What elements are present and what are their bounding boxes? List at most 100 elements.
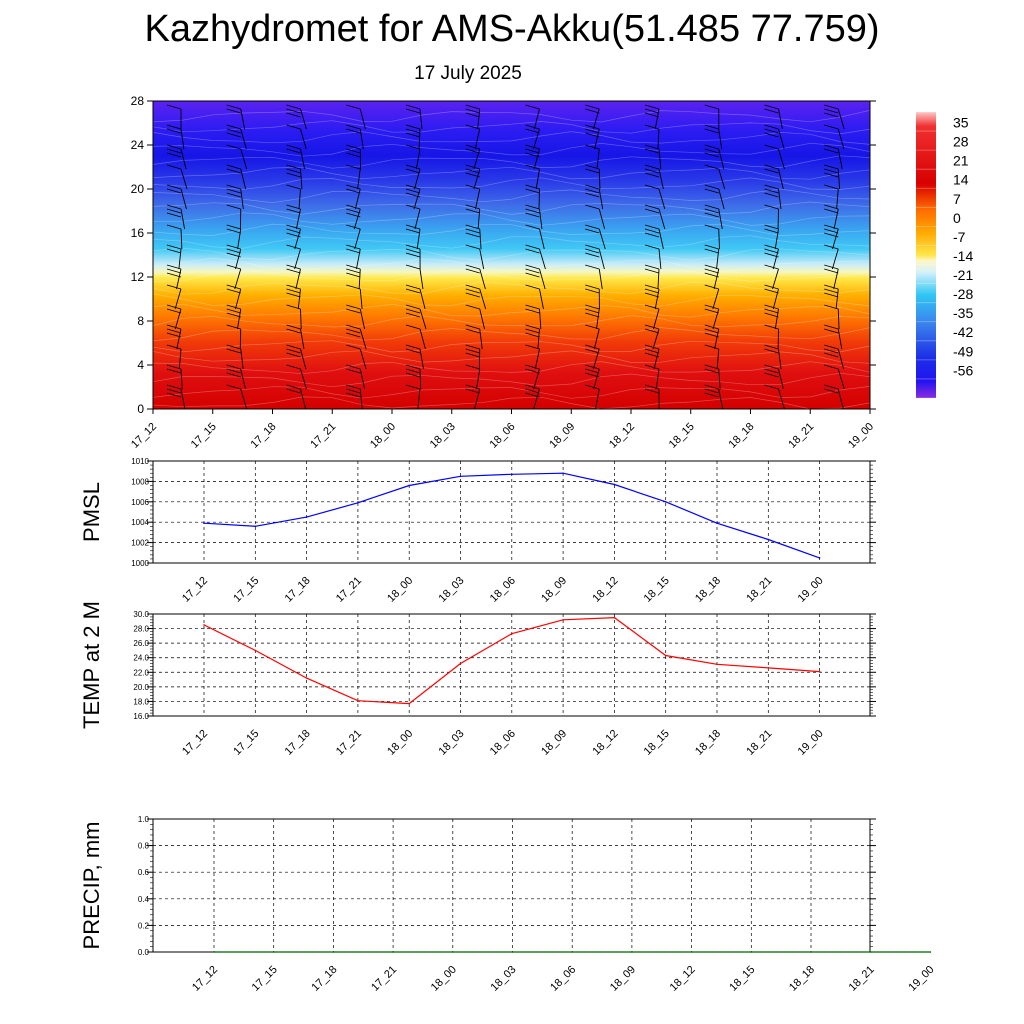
wind-barb-flag bbox=[704, 164, 719, 170]
wind-barb-flag bbox=[824, 204, 839, 210]
wind-barb-flag bbox=[405, 164, 421, 170]
wind-barb-flag bbox=[764, 284, 779, 290]
x-tick-label: 18_21 bbox=[744, 728, 774, 758]
data-point bbox=[408, 484, 411, 487]
data-point bbox=[357, 699, 359, 702]
wind-barb bbox=[778, 128, 785, 150]
wind-barb-flag bbox=[764, 288, 779, 294]
wind-barb-flag bbox=[824, 292, 839, 298]
wind-barb bbox=[479, 308, 485, 330]
wind-barb bbox=[837, 108, 845, 130]
wind-barb-flag bbox=[465, 104, 480, 110]
x-tick-label: 18_09 bbox=[608, 964, 638, 994]
y-tick-label: 0.6 bbox=[138, 868, 150, 877]
wind-barb-flag bbox=[764, 344, 779, 350]
x-tick-label: 17_18 bbox=[309, 964, 339, 994]
wind-barb-flag bbox=[405, 224, 421, 230]
y-tick-label: 12 bbox=[131, 270, 145, 284]
wind-barb-flag bbox=[465, 124, 480, 130]
y-axis-label: TEMP at 2 M bbox=[79, 601, 104, 729]
x-tick-label: 18_12 bbox=[590, 575, 620, 605]
wind-barb bbox=[297, 288, 301, 310]
wind-barb-flag bbox=[405, 192, 421, 198]
wind-barb-flag bbox=[346, 148, 361, 154]
wind-barb-flag bbox=[166, 184, 182, 190]
wind-barb-flag bbox=[166, 248, 182, 254]
wind-barb-flag bbox=[465, 268, 480, 274]
wind-barb-flag bbox=[226, 324, 241, 330]
wind-barb-flag bbox=[405, 124, 421, 130]
data-point bbox=[511, 632, 513, 635]
contour-line bbox=[152, 131, 871, 145]
x-tick-label: 18_18 bbox=[693, 575, 723, 605]
wind-barb bbox=[539, 228, 545, 250]
y-tick-label: 1008 bbox=[131, 477, 149, 486]
wind-barb-flag bbox=[346, 388, 361, 394]
wind-barb bbox=[539, 208, 543, 230]
data-point bbox=[869, 951, 872, 953]
wind-barb-flag bbox=[286, 224, 301, 230]
wind-barb bbox=[180, 388, 186, 410]
wind-barb-flag bbox=[764, 372, 779, 378]
wind-barb-flag bbox=[525, 364, 540, 370]
data-point bbox=[767, 667, 770, 669]
y-tick-label: 1000 bbox=[131, 559, 149, 568]
wind-barb-flag bbox=[346, 304, 361, 310]
wind-barb bbox=[653, 308, 660, 330]
wind-barb-flag bbox=[824, 108, 839, 114]
wind-barb bbox=[479, 268, 486, 290]
wind-barb bbox=[774, 228, 779, 250]
wind-barb-flag bbox=[704, 324, 719, 330]
x-tick-label: 18_12 bbox=[668, 964, 698, 994]
wind-barb bbox=[778, 368, 784, 390]
wind-barb bbox=[477, 208, 481, 230]
data-point bbox=[392, 951, 394, 953]
wind-barb bbox=[419, 288, 426, 310]
y-tick-label: 1002 bbox=[131, 539, 149, 548]
wind-barb-flag bbox=[465, 292, 480, 298]
y-tick-label: 0.4 bbox=[138, 895, 150, 904]
wind-barb-flag bbox=[644, 124, 660, 130]
wind-barb-flag bbox=[405, 184, 421, 190]
wind-barb-flag bbox=[644, 344, 660, 350]
wind-barb-flag bbox=[286, 244, 301, 250]
data-point bbox=[254, 649, 257, 652]
wind-barb bbox=[300, 308, 302, 330]
wind-barb-flag bbox=[286, 208, 301, 214]
wind-barb-flag bbox=[346, 128, 361, 134]
wind-barb-flag bbox=[585, 344, 600, 350]
wind-barb-flag bbox=[286, 364, 301, 370]
wind-barb-flag bbox=[764, 164, 779, 170]
wind-barb-flag bbox=[704, 128, 719, 134]
wind-barb-flag bbox=[405, 304, 421, 310]
wind-barb-flag bbox=[405, 344, 421, 350]
data-point bbox=[750, 951, 753, 953]
wind-barb-flag bbox=[405, 264, 421, 270]
colorbar-label: 14 bbox=[953, 172, 969, 188]
wind-barb-flag bbox=[405, 228, 421, 234]
x-tick-label: 17_12 bbox=[180, 575, 210, 605]
wind-barb-flag bbox=[405, 108, 421, 114]
wind-barb-flag bbox=[585, 192, 600, 198]
wind-barb-flag bbox=[764, 304, 779, 310]
wind-barb-flag bbox=[346, 344, 361, 350]
wind-barb-flag bbox=[166, 124, 182, 130]
wind-barb bbox=[655, 368, 660, 390]
wind-barb-flag bbox=[465, 384, 480, 390]
y-tick-label: 20.0 bbox=[133, 683, 149, 692]
wind-barb-flag bbox=[824, 104, 839, 110]
y-tick-label: 26.0 bbox=[133, 639, 149, 648]
wind-barb-flag bbox=[644, 112, 660, 118]
wind-barb-flag bbox=[226, 252, 241, 258]
wind-barb-flag bbox=[525, 212, 540, 218]
wind-barb-flag bbox=[585, 132, 600, 138]
y-tick-label: 0.2 bbox=[138, 921, 150, 930]
wind-barb-flag bbox=[585, 264, 600, 270]
x-tick-label: 17_12 bbox=[129, 421, 159, 451]
wind-barb-flag bbox=[346, 384, 361, 390]
wind-barb-flag bbox=[465, 344, 480, 350]
wind-barb-flag bbox=[704, 268, 719, 274]
wind-barb-flag bbox=[286, 348, 301, 354]
wind-barb bbox=[180, 368, 183, 390]
